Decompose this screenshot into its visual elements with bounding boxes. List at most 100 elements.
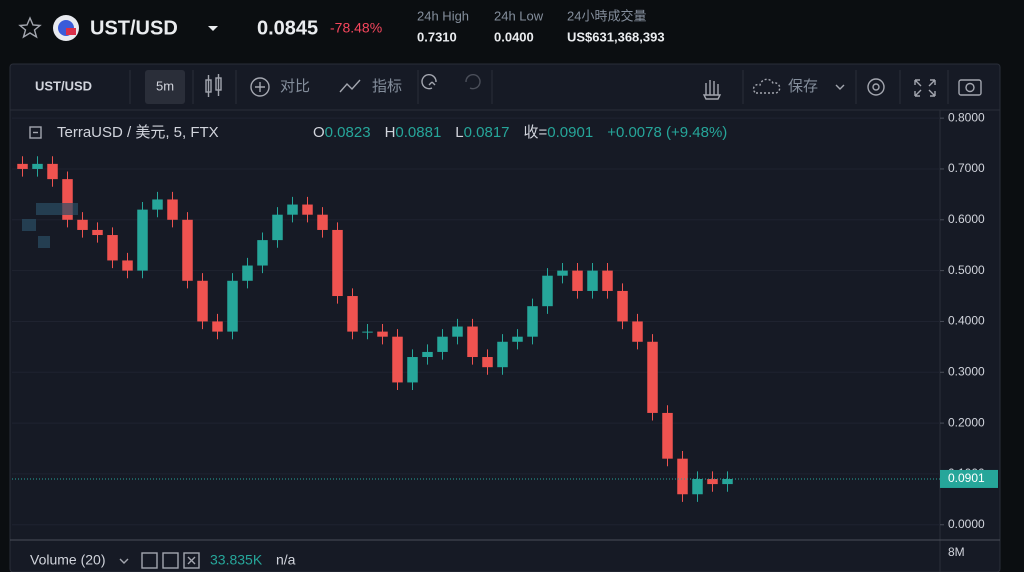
candle-body [467, 326, 478, 358]
candle-body [47, 163, 58, 180]
candle-body [257, 240, 268, 266]
y-tick-label: 0.4000 [948, 314, 985, 328]
candle-body [77, 219, 88, 230]
indicator-icon[interactable] [339, 79, 361, 93]
candle-body [587, 270, 598, 291]
compare-plus [255, 82, 265, 92]
volume-title[interactable]: Volume (20) [30, 552, 105, 568]
logo-watermark [36, 203, 78, 215]
volume-dropdown[interactable] [119, 558, 129, 564]
interval-button-bg [145, 70, 185, 104]
y-tick-label: 0.6000 [948, 212, 985, 226]
toolbar-symbol[interactable]: UST/USD [35, 78, 92, 93]
candle-body [152, 199, 163, 210]
candle-body [137, 209, 148, 271]
legend-change: +0.0078 (+9.48%) [607, 124, 727, 141]
legend-value: 0.0823 [325, 124, 371, 141]
candle-body [17, 163, 28, 169]
save-dropdown[interactable] [835, 84, 845, 90]
volume-value: 33.835K [210, 552, 263, 568]
legend-value: 0.0817 [464, 124, 510, 141]
undo-icon[interactable] [421, 74, 437, 90]
candle-body [62, 179, 73, 220]
candle-body [317, 214, 328, 230]
toolbar-separators [129, 70, 949, 104]
stat-value: US$631,368,393 [567, 29, 665, 44]
candle-body [512, 336, 523, 342]
price-change: -78.48% [330, 20, 382, 36]
candle-body [347, 296, 358, 332]
candle-body [722, 479, 733, 485]
y-tick-label: 0.8000 [948, 110, 985, 124]
chart-panel [9, 63, 1001, 572]
candle-body [332, 229, 343, 297]
candle-body [92, 229, 103, 236]
stat-value: 0.0400 [494, 29, 534, 44]
candle-body [182, 219, 193, 281]
candle-body [542, 275, 553, 307]
interval-button[interactable]: 5m [156, 78, 174, 93]
candle-body [647, 341, 658, 413]
legend-label: H [385, 124, 396, 141]
stat-label: 24小時成交量 [567, 8, 646, 23]
candle-body [287, 204, 298, 215]
candle-body [572, 270, 583, 291]
candle-body [302, 204, 313, 215]
candle-body [707, 479, 718, 485]
hand-icon[interactable] [702, 80, 722, 100]
candle-body [422, 351, 433, 358]
compare-button[interactable]: 对比 [280, 78, 310, 95]
legend-collapse[interactable] [29, 126, 42, 139]
candle-body [407, 357, 418, 383]
candle-body [242, 265, 253, 281]
cloud-icon[interactable] [752, 78, 781, 94]
indicator-button[interactable]: 指标 [372, 78, 402, 95]
candle-body [452, 326, 463, 337]
legend-label: L [455, 124, 463, 141]
compare-icon[interactable] [250, 77, 270, 97]
last-price: 0.0845 [257, 17, 318, 39]
last-price-label: 0.0901 [948, 471, 985, 485]
candle-type-icon[interactable] [205, 74, 222, 97]
candle-body [527, 306, 538, 337]
y-tick-label: 0.5000 [948, 263, 985, 277]
logo-watermark [22, 219, 36, 231]
candle-body [197, 280, 208, 322]
candle-body [692, 479, 703, 495]
legend-title[interactable]: TerraUSD / 美元, 5, FTX [57, 124, 219, 141]
fullscreen-icon[interactable] [914, 79, 936, 97]
candle-body [632, 321, 643, 342]
candle-body [167, 199, 178, 220]
candle-body [557, 270, 568, 276]
symbol-dropdown[interactable] [208, 26, 218, 31]
symbol[interactable]: UST/USD [90, 17, 178, 39]
candle-body [677, 458, 688, 495]
candle-body [617, 290, 628, 322]
candle-body [497, 341, 508, 368]
settings-icon[interactable] [867, 78, 885, 96]
snapshot-lens [965, 82, 975, 93]
y-tick-label: 0.0000 [948, 517, 985, 531]
snapshot-icon[interactable] [958, 79, 982, 96]
candle-body [107, 235, 118, 261]
y-tick-label: 0.3000 [948, 364, 985, 378]
volume-controls[interactable] [141, 552, 200, 569]
logo-watermark [38, 236, 50, 248]
favorite-star[interactable] [18, 16, 42, 39]
candle-body [362, 331, 373, 333]
coin-logo-flag [66, 28, 76, 35]
y-tick-label: 0.2000 [948, 415, 985, 429]
candle-body [32, 163, 43, 169]
stat-label: 24h High [417, 8, 469, 23]
save-button[interactable]: 保存 [788, 78, 818, 95]
legend-value: 0.0881 [395, 124, 441, 141]
stat-value: 0.7310 [417, 29, 457, 44]
candle-body [212, 321, 223, 332]
redo-icon[interactable] [465, 74, 481, 90]
candle-body [272, 214, 283, 241]
header-bar [0, 0, 1024, 62]
candle-body [437, 336, 448, 352]
stat-label: 24h Low [494, 8, 544, 23]
